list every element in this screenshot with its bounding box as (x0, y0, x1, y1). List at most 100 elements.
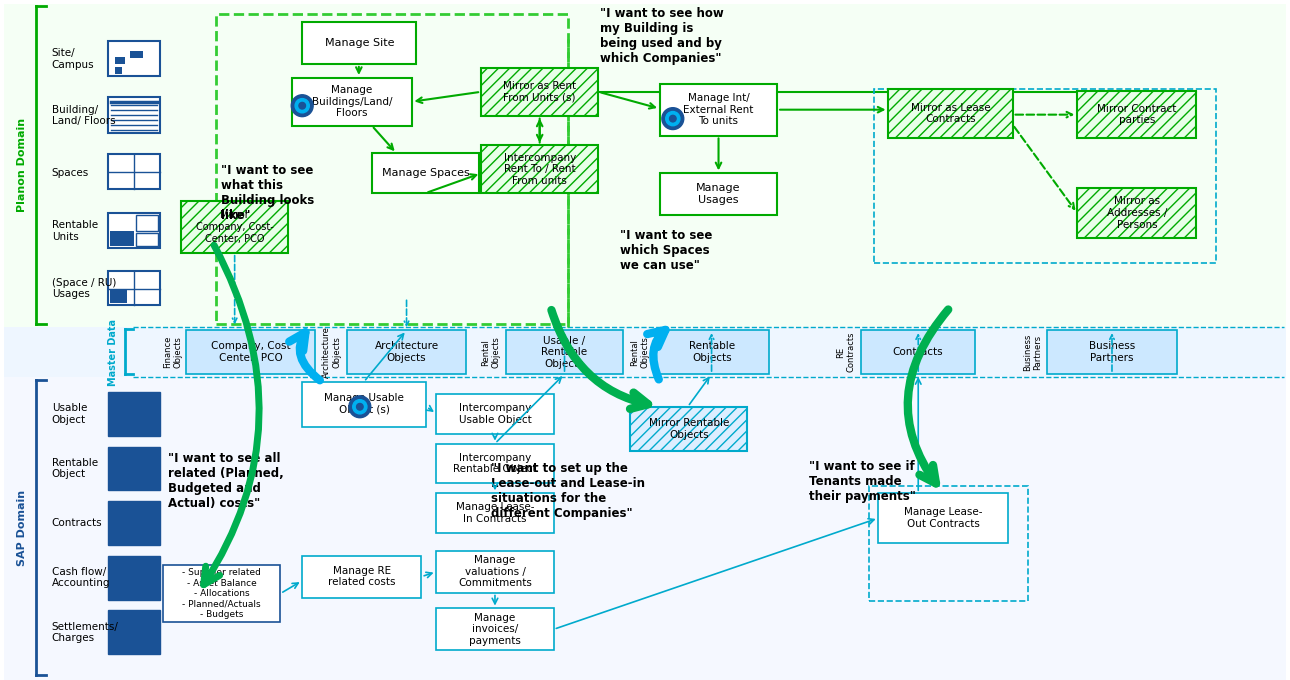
Bar (4, 4, 1286, 327)
FancyBboxPatch shape (436, 609, 553, 650)
Bar (115, 57, 125, 64)
Bar (137, 233, 159, 245)
FancyBboxPatch shape (302, 382, 427, 426)
Text: Manage Lease-
In Contracts: Manage Lease- In Contracts (455, 503, 534, 524)
Text: Business
Partners: Business Partners (1089, 341, 1135, 363)
Text: Mirror as Rent
From Units (s): Mirror as Rent From Units (s) (503, 81, 577, 103)
FancyBboxPatch shape (660, 173, 777, 215)
Text: Mirror as Lease
Contracts: Mirror as Lease Contracts (911, 103, 991, 124)
FancyBboxPatch shape (347, 330, 466, 374)
Text: "I want to set up the
Lease-out and Lease-in
situations for the
different Compan: "I want to set up the Lease-out and Leas… (491, 462, 645, 520)
Text: Rentable
Object: Rentable Object (52, 458, 98, 479)
FancyBboxPatch shape (630, 407, 747, 452)
Text: Rental
Objects: Rental Objects (631, 336, 650, 368)
Bar (130, 51, 143, 58)
Bar (873, 89, 1216, 262)
FancyBboxPatch shape (436, 493, 553, 533)
FancyBboxPatch shape (1077, 188, 1196, 238)
Bar (868, 486, 1028, 600)
Text: "I want to see
which Spaces
we can use": "I want to see which Spaces we can use" (620, 229, 712, 272)
Bar (108, 213, 160, 248)
FancyBboxPatch shape (481, 146, 599, 193)
Text: Manage RE
related costs: Manage RE related costs (328, 566, 396, 588)
FancyBboxPatch shape (436, 551, 553, 592)
Text: Rentable
Objects: Rentable Objects (689, 341, 735, 363)
Text: Mirror
Company, Cost-
Center, PCO: Mirror Company, Cost- Center, PCO (196, 210, 273, 243)
Text: Architecture
Objects: Architecture Objects (322, 326, 342, 378)
Bar (215, 14, 569, 324)
Text: (Space / RU)
Usages: (Space / RU) Usages (52, 277, 116, 299)
Circle shape (662, 107, 684, 130)
Bar (108, 447, 160, 490)
FancyBboxPatch shape (302, 556, 422, 598)
Circle shape (292, 95, 313, 117)
FancyBboxPatch shape (481, 68, 599, 116)
Text: SAP Domain: SAP Domain (17, 490, 27, 566)
Text: Intercompany
Usable Object: Intercompany Usable Object (458, 403, 531, 424)
Bar (111, 288, 128, 303)
FancyBboxPatch shape (436, 394, 553, 434)
FancyBboxPatch shape (163, 565, 280, 622)
Bar (115, 67, 123, 74)
FancyBboxPatch shape (506, 330, 623, 374)
Text: Manage Site: Manage Site (325, 38, 393, 48)
Text: "I want to see all
related (Planned,
Budgeted and
Actual) costs": "I want to see all related (Planned, Bud… (168, 452, 284, 510)
Text: Settlements/
Charges: Settlements/ Charges (52, 622, 119, 643)
Text: Planon Domain: Planon Domain (17, 118, 27, 212)
Text: Site/
Campus: Site/ Campus (52, 48, 94, 70)
Text: Mirror as
Addresses /
Persons: Mirror as Addresses / Persons (1107, 197, 1167, 230)
Text: Finance
Objects: Finance Objects (164, 336, 183, 369)
Text: Business
Partners: Business Partners (1023, 333, 1042, 371)
Circle shape (299, 103, 306, 109)
FancyBboxPatch shape (1077, 91, 1196, 139)
Bar (108, 97, 160, 133)
Text: Manage Usable
Object (s): Manage Usable Object (s) (324, 394, 404, 415)
Bar (108, 41, 160, 76)
Text: Manage
Usages: Manage Usages (697, 184, 740, 205)
Circle shape (295, 99, 310, 113)
FancyBboxPatch shape (181, 201, 288, 253)
Text: Architecture
Objects: Architecture Objects (374, 341, 439, 363)
Bar (108, 501, 160, 545)
Text: Manage
invoices/
payments: Manage invoices/ payments (470, 613, 521, 646)
Circle shape (670, 116, 676, 122)
Text: - Supplier related
- Asset Balance
- Allocations
- Planned/Actuals
- Budgets: - Supplier related - Asset Balance - All… (182, 568, 261, 619)
Text: Manage Int/
External Rent
To units: Manage Int/ External Rent To units (684, 93, 753, 126)
Text: "I want to see
what this
Building looks
like": "I want to see what this Building looks … (221, 164, 313, 222)
Text: Rentable
Units: Rentable Units (52, 220, 98, 241)
Text: Manage
Buildings/Land/
Floors: Manage Buildings/Land/ Floors (312, 85, 392, 118)
Text: "I want to see if
Tenants made
their payments": "I want to see if Tenants made their pay… (809, 460, 916, 503)
Text: Contracts: Contracts (893, 347, 943, 357)
Text: Manage Lease-
Out Contracts: Manage Lease- Out Contracts (904, 507, 982, 529)
Bar (108, 154, 160, 189)
Text: Intercompany
Rentable Object: Intercompany Rentable Object (453, 453, 537, 474)
Bar (108, 556, 160, 600)
FancyBboxPatch shape (889, 89, 1013, 139)
Text: Manage Spaces: Manage Spaces (382, 168, 470, 178)
Text: Usable /
Rentable
Objects: Usable / Rentable Objects (542, 335, 587, 369)
Circle shape (352, 400, 366, 414)
Circle shape (666, 112, 680, 126)
Text: Rental
Objects: Rental Objects (481, 336, 501, 368)
Text: "I want to see how
my Building is
being used and by
which Companies": "I want to see how my Building is being … (600, 7, 724, 65)
FancyBboxPatch shape (186, 330, 315, 374)
Bar (4, 377, 1286, 680)
Text: Usable
Object: Usable Object (52, 403, 88, 424)
Bar (4, 327, 1286, 377)
Text: Building/
Land/ Floors: Building/ Land/ Floors (52, 105, 115, 126)
FancyBboxPatch shape (293, 78, 412, 126)
Bar (108, 392, 160, 436)
FancyBboxPatch shape (655, 330, 769, 374)
Bar (108, 611, 160, 654)
Bar (108, 271, 160, 305)
Text: Spaces: Spaces (52, 168, 89, 178)
Text: Cash flow/
Accounting: Cash flow/ Accounting (52, 567, 111, 588)
FancyBboxPatch shape (660, 84, 777, 135)
Text: Intercompany
Rent To / Rent
From units: Intercompany Rent To / Rent From units (503, 153, 575, 186)
Text: Company, Cost
Center, PCO: Company, Cost Center, PCO (210, 341, 290, 363)
Text: Mirror Contract
parties: Mirror Contract parties (1096, 104, 1176, 125)
Text: Contracts: Contracts (52, 518, 102, 528)
Circle shape (356, 403, 362, 410)
FancyBboxPatch shape (1047, 330, 1176, 374)
FancyBboxPatch shape (436, 443, 553, 483)
